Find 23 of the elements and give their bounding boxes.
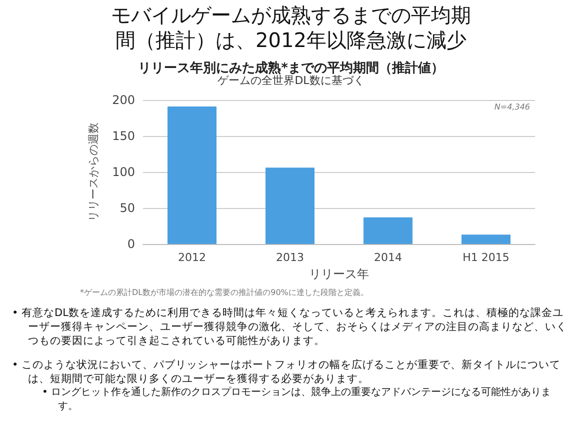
- bar: [364, 217, 412, 244]
- y-tick-label: 150: [112, 129, 135, 143]
- y-tick-label: 200: [112, 93, 135, 107]
- x-tick-label: 2012: [178, 251, 206, 264]
- x-tick-label: 2014: [374, 251, 402, 264]
- text: • このような状況において、パブリッシャーはポートフォリオの幅を広げることが重要で、新タイトルについては、短期間で可能な限り多くのユーザーを獲得する必要があります。: [12, 358, 562, 386]
- bar: [462, 234, 510, 244]
- x-tick-label: H1 2015: [462, 251, 510, 264]
- y-tick-label: 50: [120, 201, 135, 215]
- annotation: N=4,346: [494, 102, 530, 112]
- x-axis-title: リリース年: [309, 267, 369, 281]
- bar: [168, 106, 216, 244]
- y-axis-title: リリースからの週数: [87, 122, 100, 222]
- text: • 有意なDL数を達成するために利用できる時間は年々短くなっていると考えられます。これは、積極的な課金ユーザー獲得キャンペーン、ユーザー獲得競争の激化、そして、おそらくはメディアの注目の高まりなど、いくつもの要因によって引き起こされている可能性があります。: [12, 306, 568, 348]
- y-tick-label: 100: [112, 165, 135, 179]
- text: • ロングヒット作を通した新作のクロスプロモーションは、競争上の重要なアドバンテージになる可能性があります。: [41, 386, 552, 414]
- y-tick-label: 0: [127, 237, 135, 251]
- text: *ゲームの累計DL数が市場の潜在的な需要の推計値の90%に達した段階と定義。: [80, 287, 370, 298]
- text: ゲームの全世界DL数に基づく: [218, 74, 364, 87]
- bar: [266, 168, 314, 244]
- chart-title: モバイルゲームが成熟するまでの平均期間（推計）は、2012年以降急激に減少: [110, 2, 472, 54]
- x-tick-label: 2013: [276, 251, 304, 264]
- chart-subtitle: リリース年別にみた成熟*までの平均期間（推計値）: [138, 60, 444, 76]
